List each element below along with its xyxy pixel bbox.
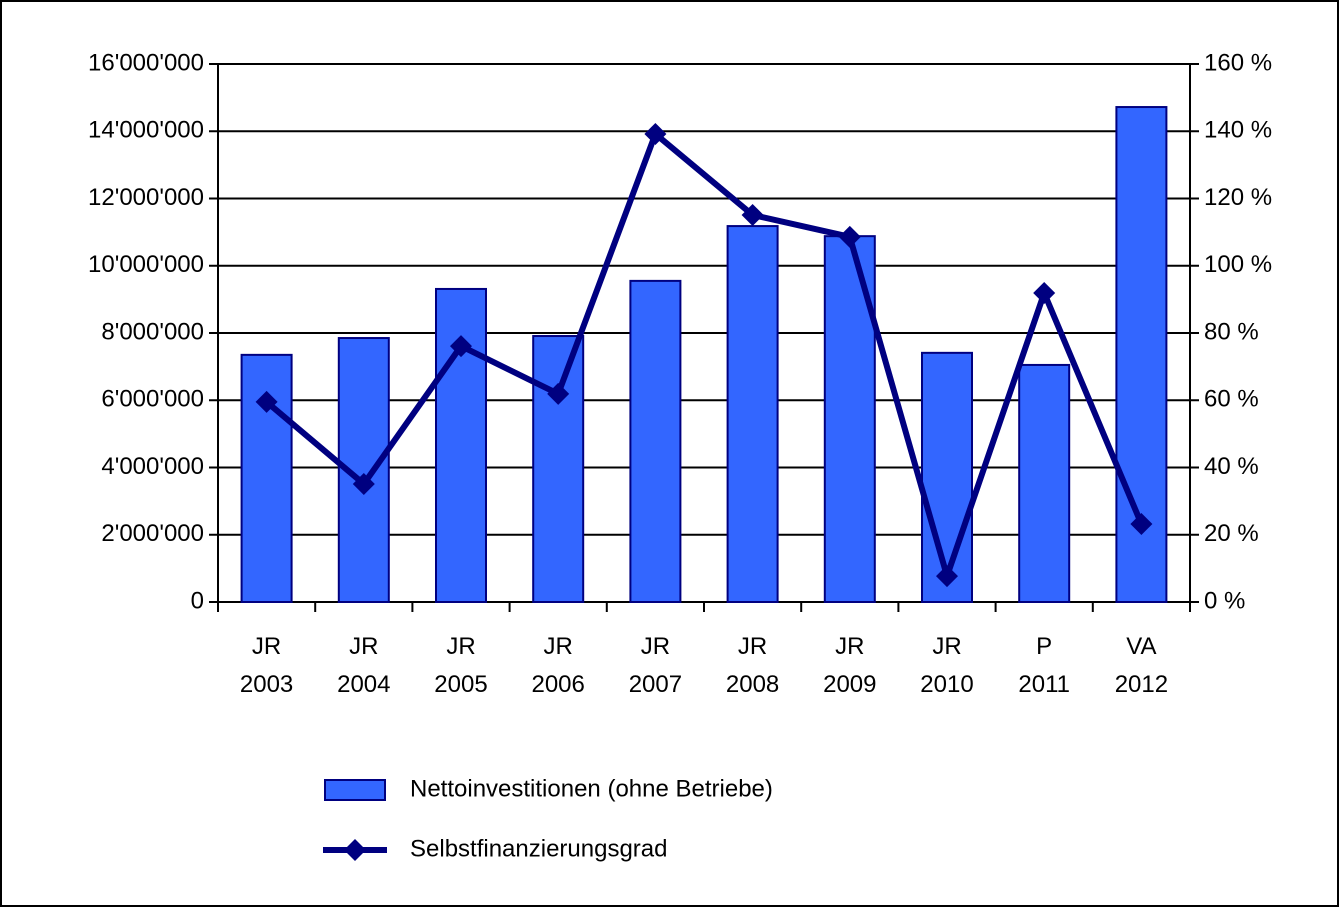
y2-tick-label: 40 % <box>1204 453 1259 480</box>
line <box>264 130 1145 580</box>
y2-tick-label: 80 % <box>1204 318 1259 345</box>
x-tick-label: P 2011 <box>1018 633 1070 698</box>
y-tick-label: 8'000'000 <box>101 318 204 345</box>
bar <box>532 335 585 603</box>
legend-swatch <box>324 779 386 801</box>
line-marker <box>741 203 764 226</box>
y-tick-label: 16'000'000 <box>88 49 204 76</box>
x-tick-label: VA 2012 <box>1114 633 1169 698</box>
line-marker <box>1130 512 1153 535</box>
y2-tick-label: 60 % <box>1204 386 1259 413</box>
x-tick-label: JR 2003 <box>239 633 294 698</box>
y-tick-label: 10'000'000 <box>88 251 204 278</box>
x-tick-label: JR 2004 <box>337 633 391 698</box>
y2-tick-label: 120 % <box>1204 184 1272 211</box>
y-tick-label: 12'000'000 <box>88 184 204 211</box>
line-marker <box>547 382 570 405</box>
y-tick-label: 4'000'000 <box>101 453 204 480</box>
y-tick-label: 2'000'000 <box>101 520 204 547</box>
bar <box>1018 363 1071 603</box>
y2-tick-label: 100 % <box>1204 251 1272 278</box>
x-tick-label: JR 2006 <box>531 633 585 698</box>
line-marker <box>352 472 375 495</box>
y2-tick-label: 20 % <box>1204 520 1259 547</box>
y-tick-label: 0 <box>191 587 204 614</box>
bar <box>240 353 293 604</box>
legend-marker <box>344 839 366 861</box>
x-tick-label: JR 2005 <box>434 633 488 698</box>
legend-label: Selbstfinanzierungsgrad <box>410 835 668 862</box>
y2-tick-label: 0 % <box>1204 587 1245 614</box>
x-tick-label: JR 2007 <box>628 633 683 698</box>
y2-tick-label: 160 % <box>1204 49 1272 76</box>
line-marker <box>644 122 667 145</box>
bar <box>921 351 973 603</box>
y2-tick-label: 140 % <box>1204 117 1272 144</box>
line-marker <box>450 335 472 358</box>
line-marker <box>1033 281 1056 304</box>
line-marker <box>838 225 861 248</box>
y-tick-label: 6'000'000 <box>101 386 204 413</box>
line-marker <box>936 565 958 588</box>
bar <box>726 225 779 603</box>
line-marker <box>255 390 278 413</box>
x-tick-label: JR 2010 <box>920 633 974 698</box>
y-tick-label: 14'000'000 <box>88 117 204 144</box>
x-tick-label: JR 2008 <box>725 633 780 698</box>
x-tick-label: JR 2009 <box>823 633 877 698</box>
legend-label: Nettoinvestitionen (ohne Betriebe) <box>410 775 773 802</box>
bar <box>629 279 682 603</box>
